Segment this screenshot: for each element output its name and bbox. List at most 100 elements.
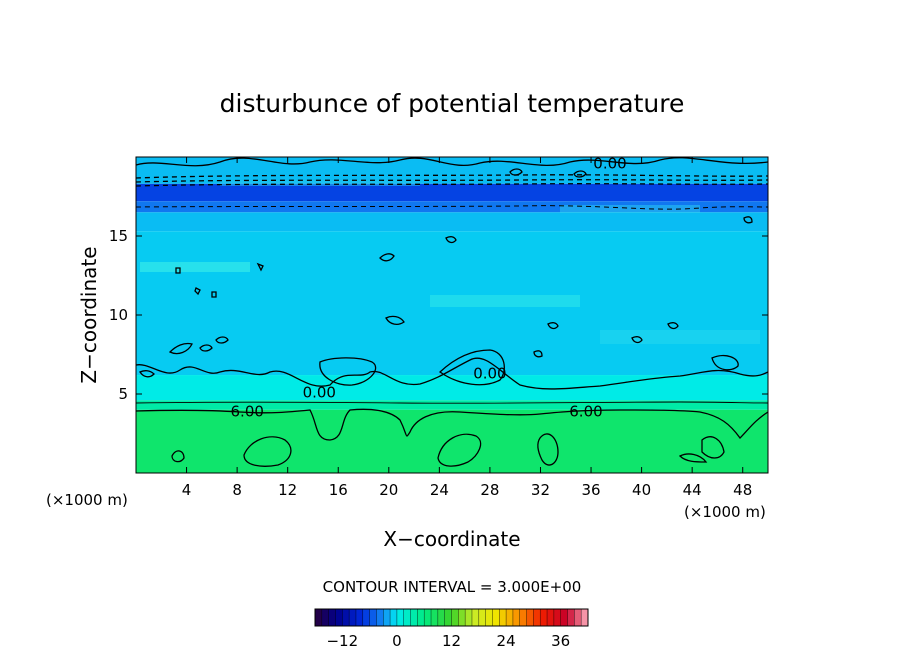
contour-small-loop bbox=[379, 253, 395, 262]
x-tick-label: 44 bbox=[683, 481, 702, 499]
colorbar-cell bbox=[431, 609, 439, 626]
colorbar-cell bbox=[519, 609, 528, 626]
x-tick-label: 4 bbox=[182, 481, 192, 499]
texture-patch bbox=[220, 180, 420, 186]
x-tick-label: 16 bbox=[329, 481, 348, 499]
contour-small-loop bbox=[533, 350, 543, 358]
x-axis-unit-right: (×1000 m) bbox=[684, 503, 766, 521]
colorbar-cell bbox=[547, 609, 555, 626]
texture-patch bbox=[560, 205, 700, 213]
colorbar-cell bbox=[403, 609, 412, 626]
contour-small-loop bbox=[194, 287, 201, 296]
colorbar-frame bbox=[314, 608, 589, 627]
contour-zero-lobe bbox=[438, 349, 505, 386]
x-tick-label: 48 bbox=[733, 481, 752, 499]
colorbar-cell bbox=[533, 609, 541, 626]
colorbar-cell bbox=[465, 609, 473, 626]
contour-label: 0.00 bbox=[593, 154, 626, 172]
y-tick-label: 5 bbox=[118, 385, 128, 403]
colorbar-cell bbox=[335, 609, 343, 626]
contour-label: 6.00 bbox=[231, 402, 264, 420]
contour-small-loop bbox=[168, 342, 193, 355]
colorbar-cells bbox=[315, 609, 589, 626]
colorbar-cell bbox=[437, 609, 446, 626]
texture-patches bbox=[140, 180, 760, 344]
contour-closed bbox=[437, 433, 482, 467]
colorbar-cell bbox=[581, 609, 589, 626]
contour-label: 6.00 bbox=[569, 402, 602, 420]
y-tick-label: 15 bbox=[109, 227, 128, 245]
texture-patch bbox=[430, 295, 580, 307]
x-tick-label: 12 bbox=[278, 481, 297, 499]
texture-patch bbox=[600, 330, 760, 344]
colorbar-cell bbox=[349, 609, 357, 626]
fill-band bbox=[136, 157, 768, 184]
plot-area: 0.00 0.00 0.00 6.00 6.00 bbox=[135, 154, 769, 474]
colorbar-tick-label: −12 bbox=[326, 632, 358, 650]
texture-patch bbox=[140, 262, 250, 272]
contour-small-loop bbox=[547, 322, 559, 330]
x-tick-label: 36 bbox=[581, 481, 600, 499]
colorbar-ticks: −12 0 12 24 36 bbox=[326, 632, 570, 650]
contour-small-loop bbox=[215, 336, 229, 344]
contour-small-loop bbox=[175, 267, 181, 274]
colorbar-tick-label: 12 bbox=[442, 632, 461, 650]
contour-interval-text: CONTOUR INTERVAL = 3.000E+00 bbox=[323, 578, 582, 596]
y-axis-ticks: 5 10 15 bbox=[109, 227, 768, 403]
colorbar-cell bbox=[369, 609, 377, 626]
x-tick-label: 24 bbox=[430, 481, 449, 499]
fill-band bbox=[136, 212, 768, 232]
colorbar-cell bbox=[540, 609, 548, 626]
x-tick-label: 20 bbox=[379, 481, 398, 499]
colorbar-tick-label: 0 bbox=[392, 632, 402, 650]
colorbar-cell bbox=[410, 609, 418, 626]
colorbar-cell bbox=[444, 609, 452, 626]
x-axis-ticks: 4 8 12 16 20 24 28 32 36 40 44 48 bbox=[182, 157, 752, 499]
colorbar-cell bbox=[478, 609, 487, 626]
contour-small-loop bbox=[743, 216, 753, 224]
colorbar-cell bbox=[526, 609, 534, 626]
colorbar-tick-label: 24 bbox=[497, 632, 516, 650]
x-tick-label: 32 bbox=[531, 481, 550, 499]
colorbar-cell bbox=[342, 609, 350, 626]
contour-zero-lobe bbox=[319, 357, 377, 386]
contour-zero-upper bbox=[136, 157, 768, 167]
colorbar-cell bbox=[424, 609, 432, 626]
colorbar-cell bbox=[512, 609, 521, 626]
colorbar-cell bbox=[321, 609, 330, 626]
colorbar-cell bbox=[390, 609, 398, 626]
colorbar-cell bbox=[451, 609, 459, 626]
contour-thin bbox=[136, 401, 768, 404]
contour-small-loop bbox=[211, 291, 217, 298]
contour-dashed bbox=[136, 205, 768, 210]
colorbar-cell bbox=[315, 609, 323, 626]
colorbar-cell bbox=[355, 609, 364, 626]
colorbar-cell bbox=[492, 609, 500, 626]
contour-label: 0.00 bbox=[303, 383, 336, 401]
fill-band bbox=[136, 400, 768, 410]
contour-closed bbox=[243, 436, 292, 467]
colorbar-cell bbox=[417, 609, 425, 626]
contour-small-loop bbox=[509, 168, 523, 176]
fill-bands bbox=[136, 157, 768, 473]
colorbar: −12 0 12 24 36 bbox=[314, 608, 589, 650]
contour-small-loop bbox=[139, 370, 155, 378]
contour-six bbox=[136, 408, 768, 441]
contour-small-loop bbox=[385, 315, 405, 325]
contour-closed bbox=[171, 450, 185, 463]
colorbar-cell bbox=[499, 609, 507, 626]
colorbar-cell bbox=[328, 609, 336, 626]
contour-labels: 0.00 0.00 0.00 6.00 6.00 bbox=[231, 154, 627, 420]
contour-small-loop bbox=[256, 262, 264, 272]
fill-band bbox=[136, 183, 768, 202]
contour-closed bbox=[678, 453, 708, 463]
colorbar-cell bbox=[506, 609, 514, 626]
colorbar-cell bbox=[376, 609, 384, 626]
contour-small-loop bbox=[573, 170, 587, 178]
colorbar-cell bbox=[458, 609, 466, 626]
x-tick-label: 28 bbox=[480, 481, 499, 499]
colorbar-cell bbox=[567, 609, 575, 626]
y-tick-label: 10 bbox=[109, 306, 128, 324]
contour-zero-lower bbox=[136, 357, 768, 390]
